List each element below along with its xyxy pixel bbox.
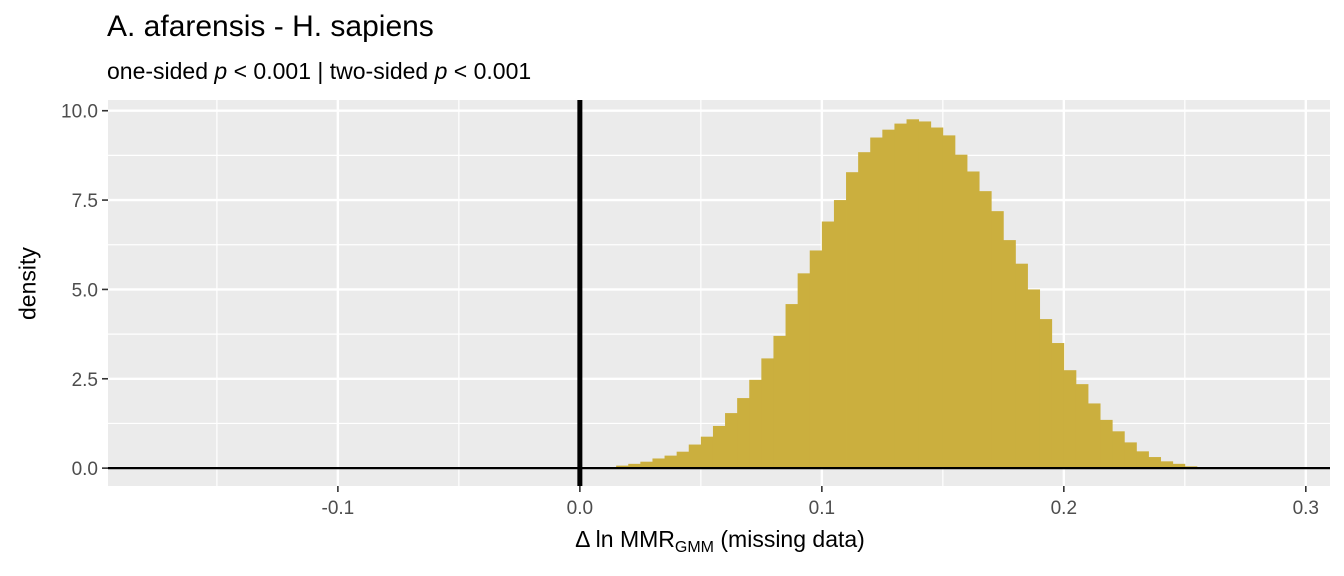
- histogram-bar: [737, 398, 750, 469]
- histogram-bar: [1063, 370, 1077, 469]
- y-tick-label: 7.5: [72, 191, 98, 212]
- histogram-bar: [1100, 419, 1113, 469]
- histogram-bar: [821, 221, 835, 469]
- histogram-bar: [652, 458, 665, 469]
- y-axis-label: density: [14, 247, 41, 320]
- histogram-bar: [1051, 343, 1065, 469]
- x-axis-label-prefix: Δ ln MMR: [575, 526, 675, 552]
- histogram-bar: [870, 137, 883, 469]
- x-axis-label-suffix: (missing data): [720, 526, 865, 552]
- histogram-bar: [1003, 240, 1016, 469]
- y-tick-label: 10.0: [61, 102, 98, 123]
- histogram-bar: [1027, 289, 1041, 469]
- histogram-bar: [979, 191, 992, 469]
- histogram-bar: [1172, 463, 1186, 469]
- histogram-bar: [858, 152, 871, 469]
- histogram-bar: [712, 425, 726, 469]
- histogram-bar: [918, 121, 932, 469]
- histogram-bar: [1124, 442, 1137, 469]
- histogram-bar: [688, 444, 702, 469]
- histogram-bar: [809, 250, 823, 469]
- histogram-bar: [725, 413, 738, 469]
- chart-title: A. afarensis - H. sapiens: [107, 10, 434, 43]
- histogram-bar: [991, 211, 1004, 469]
- histogram-bar: [676, 451, 690, 469]
- histogram-bar: [616, 465, 629, 469]
- x-tick-label: 0.2: [1051, 498, 1077, 519]
- histogram-bar: [967, 171, 980, 469]
- y-tick-label: 5.0: [72, 280, 98, 301]
- histogram-bar: [797, 273, 811, 469]
- x-tick-label: -0.1: [322, 498, 355, 519]
- histogram-bar: [1088, 403, 1101, 469]
- histogram-bar: [894, 123, 907, 469]
- subtitle-separator: |: [317, 58, 324, 84]
- histogram-bar: [1075, 384, 1089, 469]
- x-tick-label: 0.3: [1293, 498, 1319, 519]
- histogram-bar: [1160, 461, 1174, 469]
- x-tick-label: 0.0: [567, 498, 593, 519]
- histogram-bar: [930, 127, 944, 469]
- x-axis-label: Δ ln MMRGMM (missing data): [0, 526, 1344, 557]
- histogram-bar: [749, 379, 762, 469]
- histogram-bar: [773, 335, 786, 469]
- histogram-bar: [954, 154, 968, 469]
- histogram-bar: [700, 436, 714, 469]
- histogram-bar: [640, 461, 653, 469]
- histogram-bar: [1136, 451, 1149, 469]
- histogram-bar: [761, 358, 774, 469]
- histogram-bar: [628, 463, 641, 469]
- subtitle-one-value: < 0.001: [233, 58, 311, 84]
- subtitle-p-one: p: [214, 58, 228, 84]
- histogram-bar: [882, 129, 895, 469]
- histogram-bar: [906, 119, 920, 469]
- subtitle-one-label: one-sided: [107, 58, 209, 84]
- histogram-bar: [942, 135, 956, 469]
- subtitle-two-label: two-sided: [329, 58, 429, 84]
- histogram-bar: [1112, 431, 1125, 469]
- histogram-bar: [785, 304, 799, 469]
- subtitle-two-value: < 0.001: [453, 58, 532, 84]
- histogram-bar: [833, 200, 847, 469]
- subtitle-p-two: p: [434, 58, 448, 84]
- y-tick-label: 2.5: [72, 370, 98, 391]
- histogram-bar: [1039, 319, 1053, 469]
- histogram-bar: [1148, 457, 1162, 469]
- chart-subtitle: one-sided p < 0.001 | two-sided p < 0.00…: [107, 58, 531, 85]
- histogram-bar: [1015, 263, 1028, 469]
- y-tick-label: 0.0: [72, 459, 98, 480]
- histogram-bar: [664, 455, 678, 469]
- x-tick-label: 0.1: [809, 498, 835, 519]
- x-axis-label-subscript: GMM: [674, 539, 714, 556]
- histogram-bar: [846, 172, 859, 469]
- plot-panel: [108, 100, 1330, 486]
